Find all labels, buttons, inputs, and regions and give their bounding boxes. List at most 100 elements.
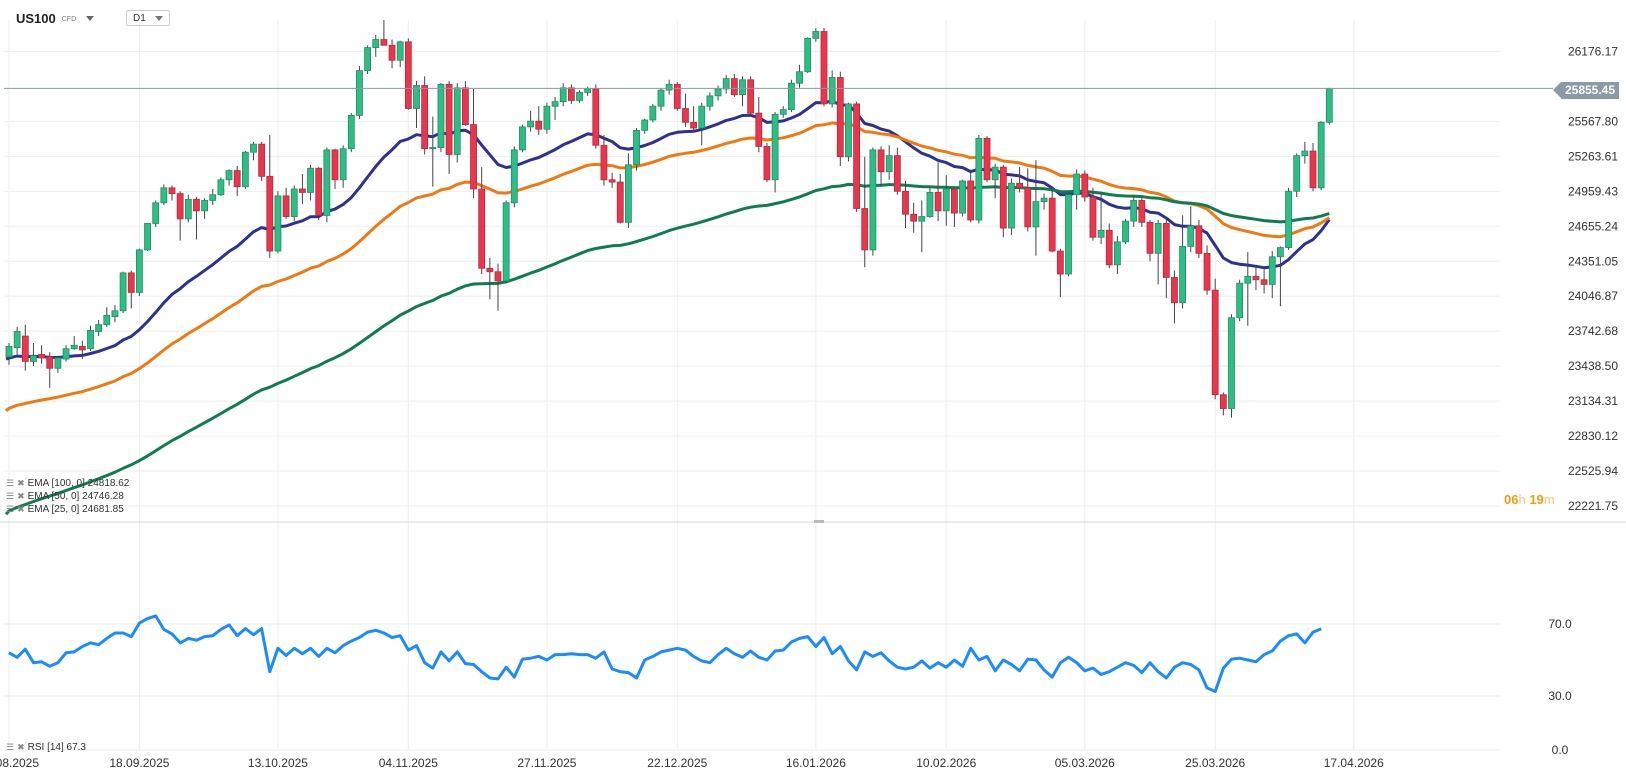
candle <box>747 76 755 117</box>
close-icon[interactable]: ✖ <box>17 491 25 501</box>
candle-body <box>519 126 526 151</box>
settings-icon[interactable]: ☰ <box>6 478 15 488</box>
candle <box>331 148 339 189</box>
countdown-hours: 06 <box>1504 492 1519 507</box>
candle <box>519 124 526 153</box>
candle-body <box>592 88 600 146</box>
date-tick-label: 13.10.2025 <box>248 756 308 770</box>
candle <box>1089 187 1097 241</box>
candle <box>1285 187 1292 250</box>
candle <box>665 79 673 95</box>
price-tick-label: 24959.43 <box>1568 184 1618 198</box>
candle <box>453 83 461 163</box>
candle-body <box>861 208 869 251</box>
candle-body <box>307 167 314 193</box>
legend-ema50-label: EMA [50, 0] 24746.28 <box>27 491 124 502</box>
candle-body <box>470 124 477 190</box>
candle-body <box>46 356 54 369</box>
candle <box>1138 198 1146 227</box>
candle <box>1211 278 1219 400</box>
settings-icon[interactable]: ☰ <box>6 491 15 501</box>
candle <box>135 248 143 296</box>
candle-body <box>1032 201 1040 228</box>
candle-body <box>893 155 901 192</box>
price-tick-label: 23134.31 <box>1568 394 1618 408</box>
candle-body <box>747 79 755 114</box>
candle <box>804 37 812 73</box>
candle-body <box>5 346 13 358</box>
candle-body <box>1293 155 1301 192</box>
candles <box>5 20 1333 418</box>
candle-body <box>1016 182 1023 189</box>
date-tick-label: 04.11.2025 <box>379 756 438 770</box>
panel-resize-handle[interactable] <box>814 520 824 523</box>
candle <box>502 200 510 284</box>
candle <box>1032 160 1040 256</box>
candle-body <box>820 31 828 105</box>
settings-icon[interactable]: ☰ <box>6 504 15 514</box>
candle-body <box>991 166 999 181</box>
candle-body <box>339 148 347 181</box>
candle <box>967 172 975 223</box>
candle-body <box>437 83 445 148</box>
candle <box>111 305 119 323</box>
candle <box>763 142 771 183</box>
candle <box>461 80 469 126</box>
candle <box>1122 218 1129 245</box>
close-icon[interactable]: ✖ <box>17 504 25 514</box>
candle-body <box>869 149 877 251</box>
candle <box>1130 195 1138 227</box>
candle <box>78 340 86 360</box>
instrument-selector[interactable]: US100 CFD <box>16 8 95 28</box>
close-icon[interactable]: ✖ <box>17 742 25 752</box>
candle <box>543 102 551 134</box>
candle <box>1016 167 1023 193</box>
date-tick-label: 26.08.2025 <box>0 756 39 770</box>
candle <box>1081 170 1089 202</box>
candle-body <box>168 187 176 194</box>
candle-body <box>250 143 257 153</box>
candle <box>942 175 950 226</box>
candle-body <box>1244 275 1252 284</box>
rsi-tick-label: 70.0 <box>1548 617 1572 631</box>
settings-icon[interactable]: ☰ <box>6 742 15 752</box>
candle-body <box>144 223 151 251</box>
candle <box>184 194 192 223</box>
candle <box>160 184 168 206</box>
candle-body <box>910 213 918 222</box>
candle-body <box>95 324 103 332</box>
chevron-down-icon[interactable] <box>86 15 95 21</box>
candle-body <box>127 272 135 293</box>
price-tick-label: 26176.17 <box>1568 44 1618 58</box>
ema-lines <box>4 99 1331 516</box>
legend-rsi-label: RSI [14] 67.3 <box>27 742 86 753</box>
candle-body <box>942 188 950 212</box>
candle-body <box>298 188 306 193</box>
candle-body <box>796 71 803 84</box>
candle <box>1317 121 1325 191</box>
candle <box>690 106 697 132</box>
timeframe-selector[interactable]: D1 <box>126 10 170 26</box>
price-tick-label: 24351.05 <box>1568 254 1618 268</box>
candle-body <box>967 180 975 221</box>
close-icon[interactable]: ✖ <box>17 478 25 488</box>
candle <box>1065 191 1072 277</box>
candle-body <box>551 101 559 107</box>
candle <box>926 187 934 218</box>
candle <box>21 324 29 371</box>
price-tick-label: 22221.75 <box>1568 499 1618 513</box>
candle <box>176 191 184 241</box>
candle <box>1187 206 1195 253</box>
candle <box>983 136 991 183</box>
candle <box>739 76 746 107</box>
candle-body <box>1024 187 1032 228</box>
candle <box>193 197 200 240</box>
candle-body <box>119 272 127 312</box>
candle-body <box>461 87 469 125</box>
candle-body <box>1252 275 1260 281</box>
candle-body <box>1154 223 1162 254</box>
candle-body <box>877 149 885 173</box>
candle-body <box>1146 221 1154 254</box>
date-tick-label: 18.09.2025 <box>109 756 169 770</box>
